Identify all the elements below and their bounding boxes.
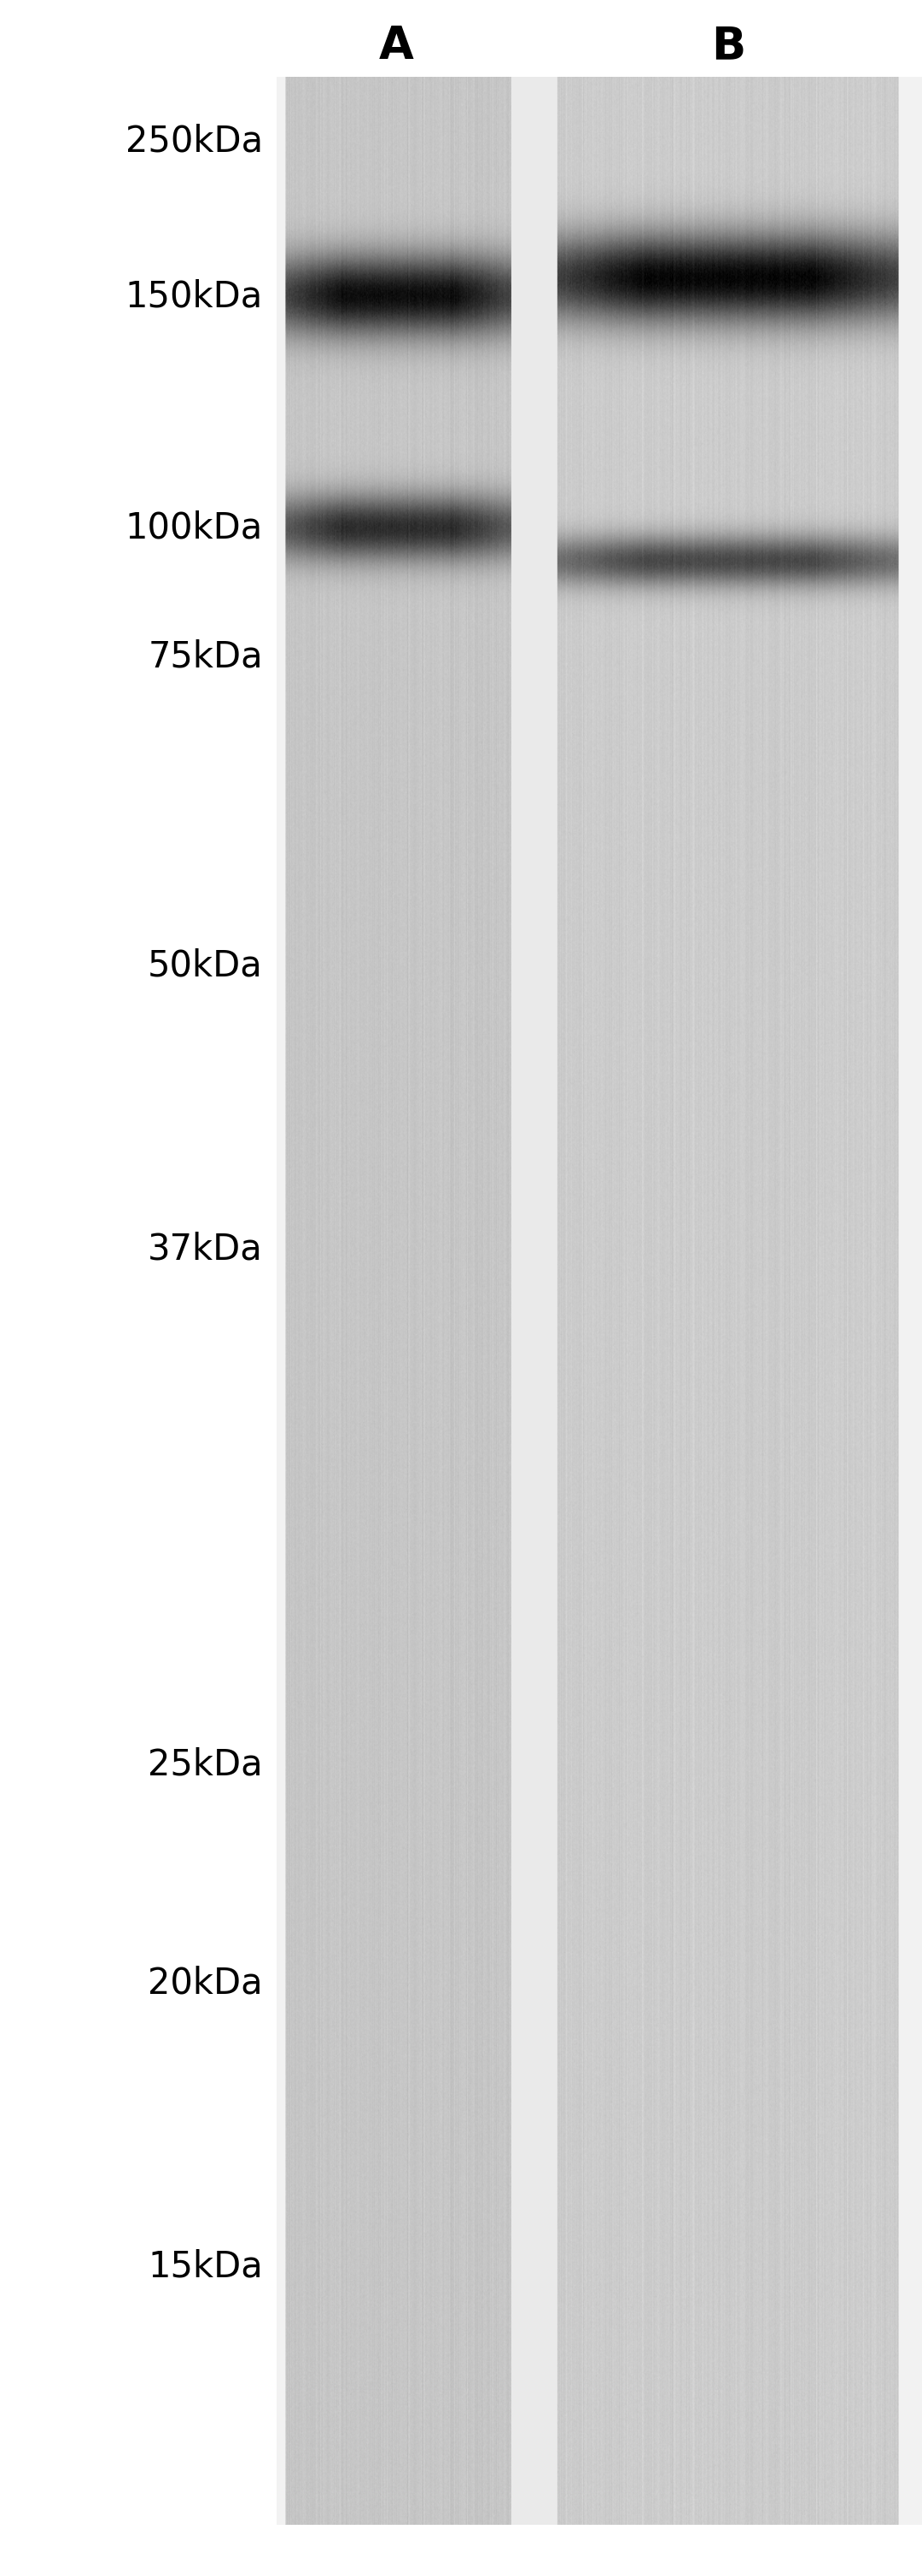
Text: 25kDa: 25kDa (148, 1747, 263, 1783)
Text: 100kDa: 100kDa (125, 510, 263, 546)
Text: A: A (379, 23, 414, 70)
Text: 20kDa: 20kDa (148, 1965, 263, 2002)
Text: 150kDa: 150kDa (125, 278, 263, 314)
Text: 75kDa: 75kDa (148, 639, 263, 675)
Text: 250kDa: 250kDa (125, 124, 263, 160)
Text: 15kDa: 15kDa (148, 2249, 263, 2285)
Text: 50kDa: 50kDa (148, 948, 263, 984)
Text: B: B (711, 23, 746, 70)
Text: 37kDa: 37kDa (148, 1231, 263, 1267)
